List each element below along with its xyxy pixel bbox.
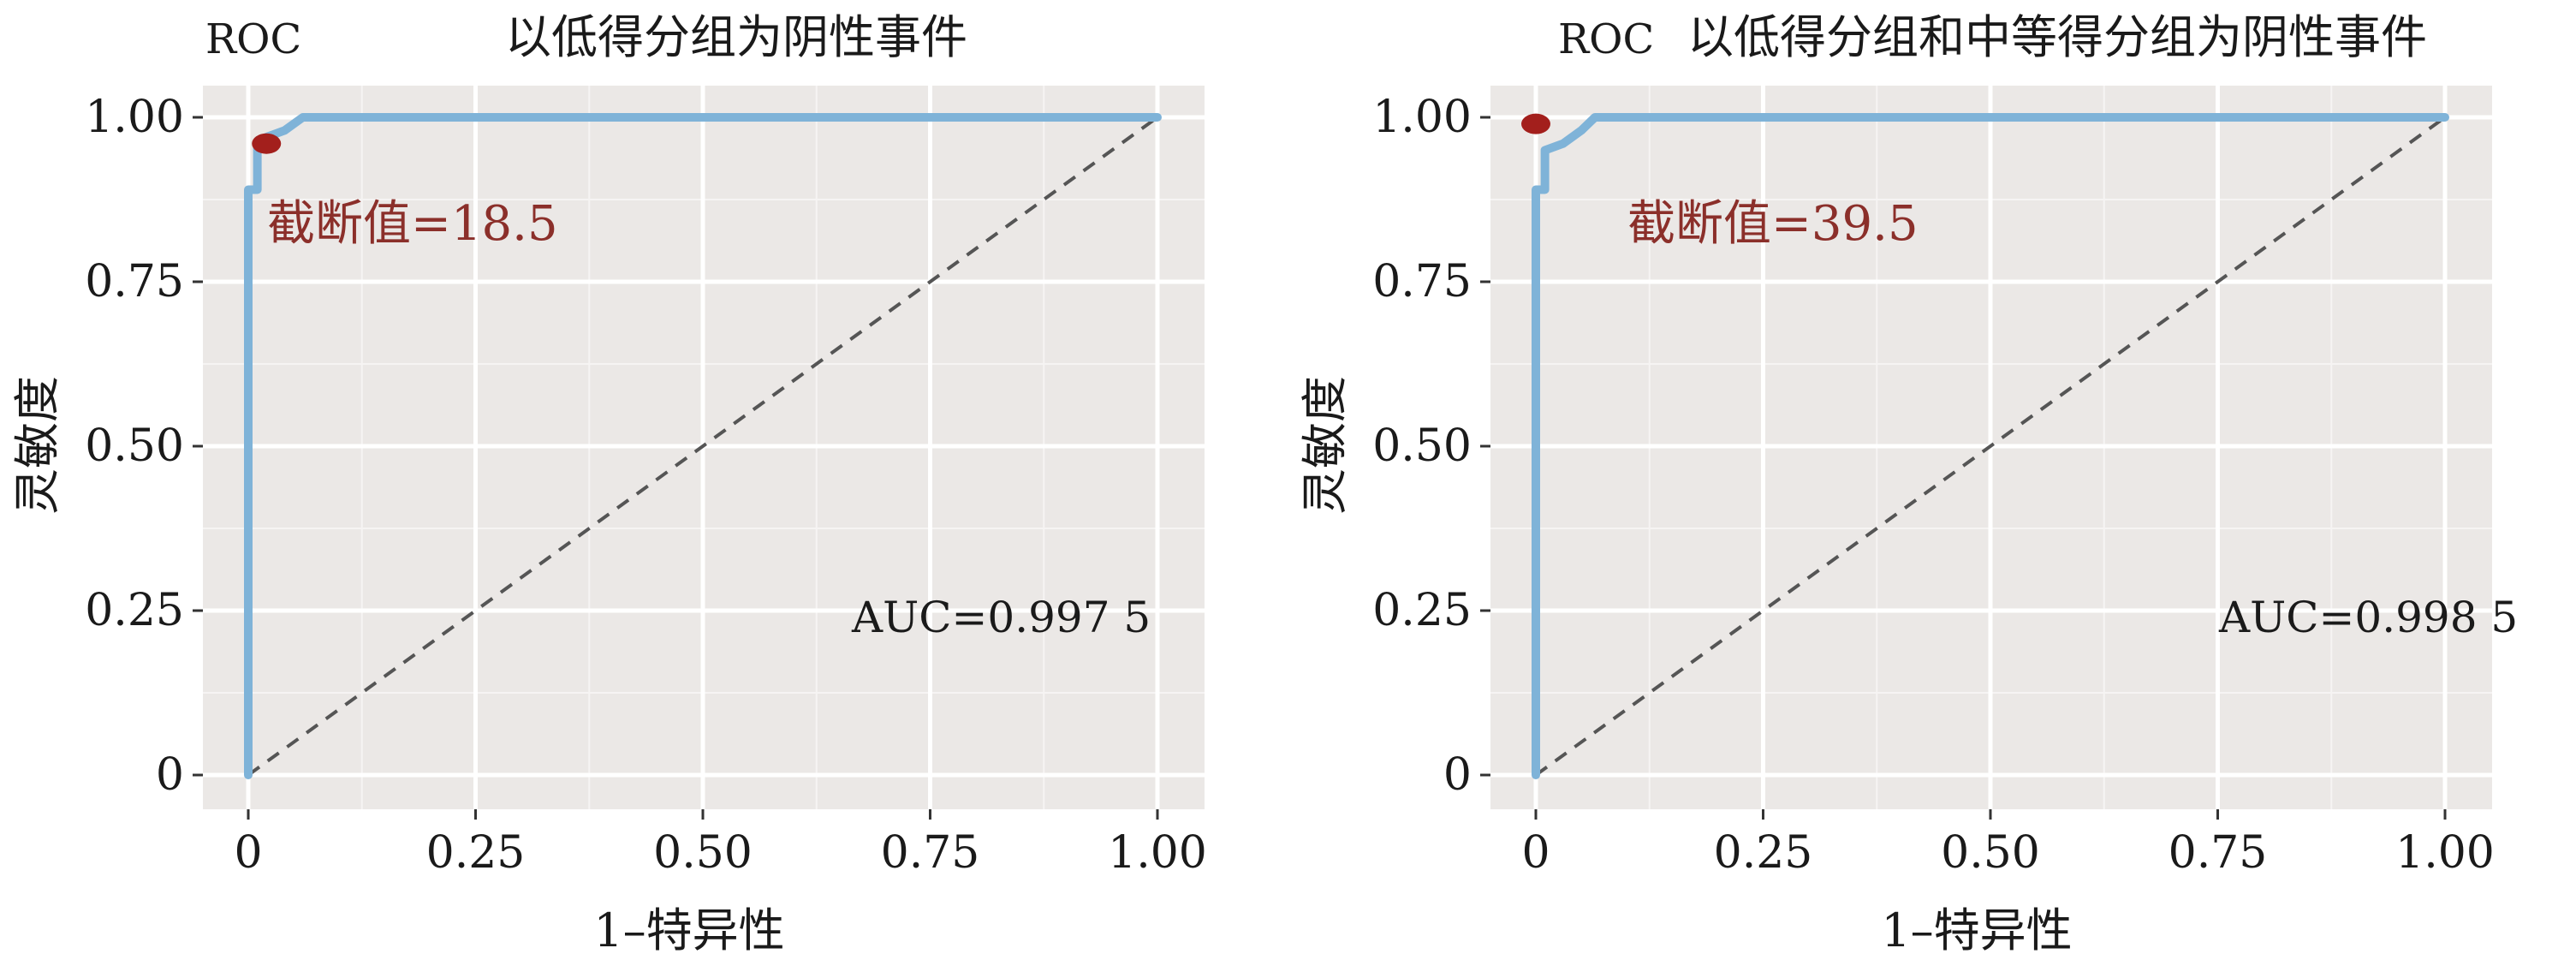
roc-chart-low-mid-score-negative: 0 0.25 0.50 0.75 1.00 0 0.25 0.50 0.75 1.00 ROC 以…: [1288, 0, 2575, 960]
roc-chart-svg: 0 0.25 0.50 0.75 1.00 0 0.25 0.50 0.75 1.00 ROC 以…: [1298, 10, 2518, 957]
x-tick-label: 0.50: [653, 827, 753, 879]
y-tick-label: 0.50: [85, 420, 184, 472]
x-tick-label: 0: [234, 827, 262, 879]
y-axis-label: 灵敏度: [10, 376, 64, 515]
cutoff-label: 截断值=18.5: [267, 196, 558, 252]
roc-curve: [1532, 113, 2449, 779]
y-axis-label: 灵敏度: [1298, 376, 1352, 515]
y-tick-label: 0.25: [1372, 585, 1472, 636]
y-tick-label: 0: [1443, 749, 1472, 801]
cutoff-point-marker: [252, 133, 282, 154]
x-tick-label: 0: [1521, 827, 1550, 879]
axis-ticks: 0 0.25 0.50 0.75 1.00 0 0.25 0.50 0.75 1.00: [85, 92, 1207, 879]
auc-label: AUC=0.998 5: [2218, 593, 2518, 642]
diagonal-reference-line: [247, 116, 1159, 777]
cutoff-point-marker: [1521, 113, 1550, 134]
y-tick-label: 1.00: [1372, 92, 1472, 143]
roc-chart-svg: 0 0.25 0.50 0.75 1.00 0 0.25 0.50 0.75 1.00 ROC 以…: [10, 10, 1207, 957]
y-tick-label: 0.50: [1372, 420, 1472, 472]
chart-title: 以低得分组和中等得分组为阴性事件: [1687, 10, 2427, 64]
grid-lines: [1490, 86, 2492, 809]
y-tick-label: 0.75: [1372, 256, 1472, 307]
y-tick-label: 0.25: [85, 585, 184, 636]
auc-label: AUC=0.997 5: [851, 593, 1151, 642]
chart-title-prefix: ROC: [1558, 15, 1654, 63]
x-axis-label: 1–特异性: [593, 903, 784, 957]
x-tick-label: 0.75: [2168, 827, 2268, 879]
chart-title: 以低得分组为阴性事件: [505, 10, 967, 64]
chart-marks: [244, 113, 1162, 779]
diagonal-reference-line: [1534, 116, 2447, 777]
x-tick-label: 1.00: [2395, 827, 2495, 879]
chart-title-prefix: ROC: [205, 15, 301, 63]
cutoff-label: 截断值=39.5: [1627, 196, 1919, 252]
y-tick-label: 1.00: [85, 92, 184, 143]
x-tick-label: 0.25: [1714, 827, 1813, 879]
x-tick-label: 0.50: [1941, 827, 2040, 879]
x-tick-label: 0.25: [426, 827, 526, 879]
x-axis-label: 1–特异性: [1881, 903, 2072, 957]
x-tick-label: 1.00: [1108, 827, 1207, 879]
x-tick-label: 0.75: [881, 827, 980, 879]
y-tick-label: 0.75: [85, 256, 184, 307]
roc-chart-low-score-negative: 0 0.25 0.50 0.75 1.00 0 0.25 0.50 0.75 1.00 ROC 以…: [10, 10, 1207, 957]
axis-ticks: 0 0.25 0.50 0.75 1.00 0 0.25 0.50 0.75 1.00: [1372, 92, 2495, 879]
y-tick-label: 0: [156, 749, 184, 801]
chart-marks: [1521, 113, 2449, 779]
